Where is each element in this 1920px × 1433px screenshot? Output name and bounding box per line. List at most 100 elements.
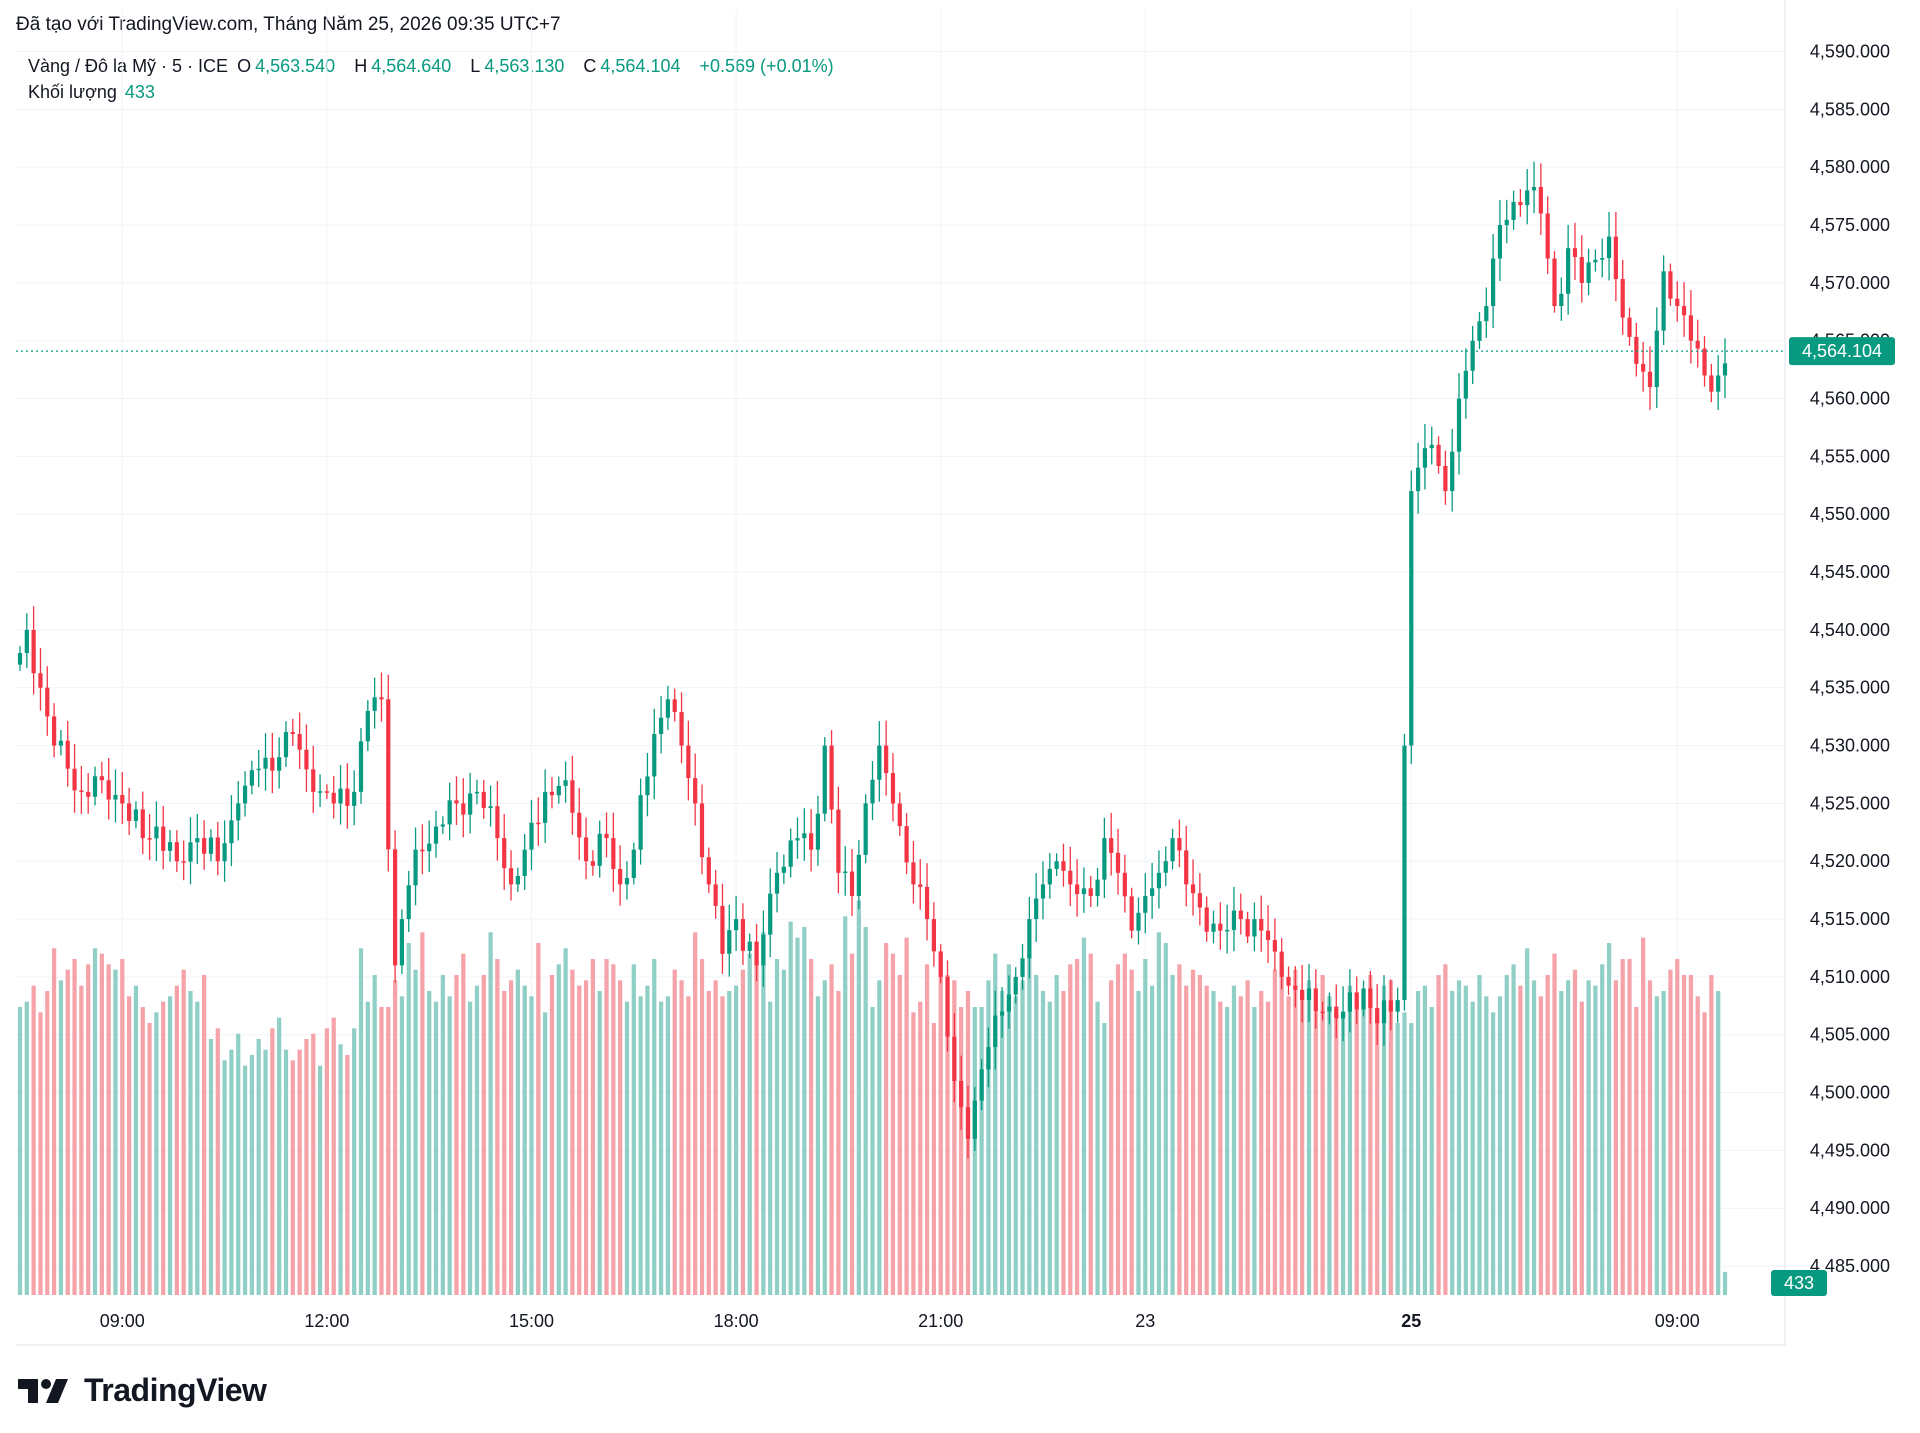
volume-bar: [686, 996, 691, 1295]
time-axis[interactable]: 09:00 12:00 15:00 18:00 21:00 23 25 09:00: [100, 1311, 1700, 1331]
volume-bar: [1163, 943, 1168, 1295]
volume-bar: [761, 932, 766, 1295]
candle-body: [304, 749, 309, 770]
candle-body: [1286, 976, 1291, 986]
volume-bar: [317, 1065, 323, 1295]
candle-body: [1368, 988, 1373, 1009]
candle-body: [1627, 317, 1632, 337]
close-value: 4,564.104: [600, 56, 681, 76]
volume-label[interactable]: Khối lượng: [28, 82, 117, 102]
volume-bar: [529, 996, 534, 1295]
candle-body: [1593, 259, 1598, 263]
volume-bar: [665, 996, 671, 1295]
candle-body: [508, 868, 514, 885]
candle-body: [99, 776, 104, 781]
symbol-label[interactable]: Vàng / Đô la Mỹ · 5 · ICE: [28, 56, 229, 76]
candle-body: [529, 822, 534, 850]
volume-bar: [699, 959, 705, 1295]
volume-bar: [1238, 996, 1243, 1295]
candle-body: [365, 710, 370, 742]
price-tick-label: 4,560.000: [1810, 389, 1890, 409]
volume-bar: [556, 964, 561, 1295]
volume-bar: [1634, 1007, 1639, 1295]
volume-bar: [788, 921, 793, 1295]
volume-bar: [1375, 1012, 1380, 1295]
last-volume-label: 433: [1784, 1273, 1814, 1293]
candle-body: [86, 791, 91, 797]
candle-body: [1122, 872, 1127, 897]
candle-body: [1259, 919, 1264, 931]
candle-body: [1586, 262, 1591, 283]
volume-bar: [1340, 1012, 1346, 1295]
candle-body: [229, 820, 234, 844]
candle-body: [686, 745, 691, 779]
volume-bar: [1661, 991, 1666, 1295]
volume-bar: [1061, 991, 1066, 1295]
candle-body: [1293, 985, 1298, 990]
candle-body: [1504, 219, 1509, 226]
volume-bar: [1197, 975, 1202, 1295]
candle-body: [1716, 375, 1721, 392]
volume-bar: [1109, 980, 1114, 1295]
volume-bar: [658, 1001, 664, 1295]
candle-body: [577, 812, 582, 838]
volume-bar: [1190, 969, 1196, 1295]
volume-bar: [1504, 975, 1509, 1295]
volume-bar: [1538, 996, 1543, 1295]
candle-body: [652, 734, 657, 777]
price-axis[interactable]: 4,590.000 4,585.000 4,580.000 4,575.000 4,57…: [1771, 42, 1895, 1296]
volume-bar: [17, 1007, 23, 1295]
volume-bar: [1006, 964, 1012, 1295]
volume-bar: [1409, 1023, 1414, 1295]
volume-bar: [1722, 1271, 1728, 1295]
volume-bar: [856, 900, 861, 1295]
candle-body: [788, 840, 793, 867]
candle-body: [849, 871, 855, 896]
candle-body: [1265, 930, 1271, 941]
volume-bar: [863, 927, 868, 1295]
candle-body: [474, 791, 480, 794]
candle-body: [727, 930, 732, 954]
price-chart[interactable]: 4,590.000 4,585.000 4,580.000 4,575.000 4,57…: [0, 0, 1920, 1360]
volume-bar: [829, 964, 834, 1295]
candle-body: [454, 800, 459, 804]
volume-bar: [58, 980, 64, 1295]
price-tick-label: 4,590.000: [1810, 42, 1890, 62]
candle-body: [665, 699, 671, 718]
low-label: L: [470, 56, 481, 76]
candle-body: [433, 826, 439, 844]
candle-body: [181, 861, 186, 863]
volume-bar: [24, 1001, 29, 1295]
candle-body: [597, 833, 602, 866]
volume-bar: [1313, 1012, 1318, 1295]
change-value: +0.569 (+0.01%): [699, 56, 834, 76]
volume-bar: [1702, 1012, 1707, 1295]
candle-body: [1606, 236, 1612, 259]
time-tick-label: 23: [1135, 1311, 1155, 1331]
volume-bar: [1143, 959, 1148, 1295]
candle-body: [911, 862, 916, 885]
last-volume-badge: [1771, 1270, 1827, 1296]
candle-body: [918, 884, 923, 887]
brand-logo[interactable]: TradingView: [16, 1372, 267, 1409]
candle-body: [167, 842, 173, 851]
candle-body: [536, 822, 541, 825]
volume-bar: [386, 1007, 391, 1295]
volume-bar: [1641, 937, 1646, 1295]
volume-bar: [1068, 964, 1073, 1295]
volume-bar: [379, 1007, 384, 1295]
volume-bar: [277, 1017, 282, 1295]
candle-body: [624, 878, 630, 885]
candle-body: [311, 769, 316, 792]
high-value: 4,564.640: [371, 56, 452, 76]
candle-body: [270, 757, 275, 771]
volume-bar: [1627, 959, 1632, 1295]
volume-bar: [181, 969, 186, 1295]
volume-bar: [590, 959, 595, 1295]
candle-body: [720, 905, 725, 954]
volume-bar: [290, 1060, 295, 1295]
candle-body: [1552, 258, 1557, 307]
candle-body: [24, 629, 29, 654]
volume-bar: [1293, 969, 1298, 1295]
candle-body: [931, 919, 936, 952]
